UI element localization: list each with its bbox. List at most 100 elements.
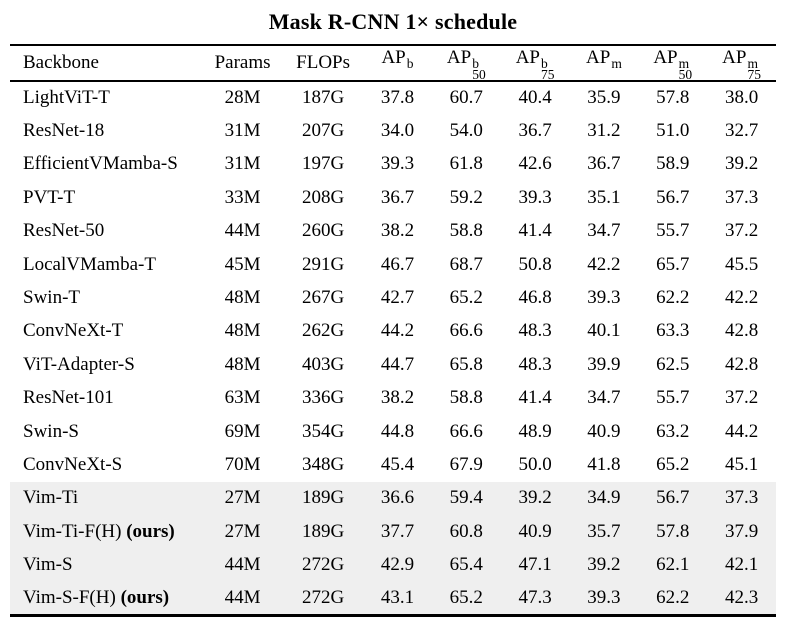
value-cell: 65.2 — [449, 586, 483, 608]
column-header-label: AP — [586, 46, 611, 68]
value-cell: 38.2 — [380, 220, 415, 242]
table-row: Vim-Ti-F(H) (ours) 27M 189G 37.7 60.8 40.9 35.… — [10, 515, 776, 549]
column-header-backbone: Backbone — [10, 45, 202, 81]
value-cell: 41.4 — [518, 220, 552, 242]
backbone-cell: EfficientVMamba-S — [23, 153, 178, 175]
value-cell: 65.2 — [656, 453, 690, 475]
value-cell: 43.1 — [380, 586, 415, 608]
value-cell: 189G — [301, 487, 345, 509]
value-cell: 42.8 — [724, 320, 759, 342]
value-cell: 40.4 — [518, 87, 552, 109]
header-supsub: m — [611, 55, 622, 71]
column-header-label: AP — [515, 46, 540, 68]
value-cell: 44.8 — [380, 420, 415, 442]
value-cell: 63.3 — [656, 320, 690, 342]
value-cell: 56.7 — [656, 186, 690, 208]
value-cell: 48M — [224, 353, 261, 375]
table-row: Swin-S 69M 354G 44.8 66.6 48.9 40.9 63.2 44.2 — [10, 415, 776, 448]
value-cell: 36.7 — [518, 120, 552, 142]
value-cell: 62.2 — [656, 586, 690, 608]
value-cell: 62.2 — [656, 287, 690, 309]
column-header-label: AP — [381, 46, 406, 68]
backbone-cell: ConvNeXt-S — [23, 453, 123, 475]
value-cell: 27M — [224, 487, 261, 509]
value-cell: 44M — [224, 554, 261, 576]
table-row: EfficientVMamba-S 31M 197G 39.3 61.8 42.6 36.7… — [10, 148, 776, 181]
column-header-ap-b: AP b — [363, 45, 432, 81]
column-header-ap-m-50: AP m 50 — [638, 45, 707, 81]
header-supsub: b — [406, 55, 414, 71]
value-cell: 42.2 — [587, 253, 621, 275]
value-cell: 60.7 — [449, 87, 483, 109]
table-row: ConvNeXt-T 48M 262G 44.2 66.6 48.3 40.1 63.3 42.… — [10, 315, 776, 348]
value-cell: 34.7 — [587, 387, 621, 409]
table-row: ConvNeXt-S 70M 348G 45.4 67.9 50.0 41.8 65.2 45.… — [10, 448, 776, 481]
value-cell: 354G — [301, 420, 345, 442]
value-cell: 54.0 — [449, 120, 483, 142]
value-cell: 37.7 — [380, 520, 415, 542]
column-header-label: Backbone — [23, 52, 99, 73]
value-cell: 59.2 — [449, 186, 483, 208]
value-cell: 39.2 — [587, 554, 621, 576]
value-cell: 69M — [224, 420, 261, 442]
value-cell: 35.9 — [587, 87, 621, 109]
value-cell: 48.3 — [518, 353, 552, 375]
value-cell: 61.8 — [449, 153, 483, 175]
value-cell: 272G — [301, 586, 345, 608]
value-cell: 56.7 — [656, 487, 690, 509]
value-cell: 36.7 — [587, 153, 621, 175]
value-cell: 44M — [224, 586, 261, 608]
value-cell: 59.4 — [449, 487, 483, 509]
value-cell: 37.2 — [724, 387, 759, 409]
backbone-cell: ResNet-101 — [23, 387, 114, 409]
backbone-cell: Vim-S-F(H) (ours) — [23, 586, 170, 608]
column-header-label: Params — [214, 52, 271, 73]
column-header-label: AP — [653, 46, 678, 68]
backbone-cell: ViT-Adapter-S — [23, 353, 135, 375]
value-cell: 65.7 — [656, 253, 690, 275]
value-cell: 37.3 — [724, 487, 759, 509]
table-row: Vim-S 44M 272G 42.9 65.4 47.1 39.2 62.1 42.1 — [10, 548, 776, 582]
header-supsub: m 50 — [678, 55, 693, 81]
table-row: ResNet-18 31M 207G 34.0 54.0 36.7 31.2 51.0 32.7 — [10, 114, 776, 147]
column-header-ap-m: AP m — [570, 45, 639, 81]
value-cell: 67.9 — [449, 453, 483, 475]
table-row: ResNet-50 44M 260G 38.2 58.8 41.4 34.7 55.7 37.2 — [10, 215, 776, 248]
value-cell: 34.7 — [587, 220, 621, 242]
value-cell: 34.9 — [587, 487, 621, 509]
value-cell: 41.4 — [518, 387, 552, 409]
value-cell: 208G — [301, 186, 345, 208]
value-cell: 42.7 — [380, 287, 415, 309]
value-cell: 57.8 — [656, 520, 690, 542]
backbone-cell: Vim-S — [23, 554, 73, 576]
value-cell: 44.2 — [724, 420, 759, 442]
value-cell: 37.8 — [380, 87, 415, 109]
table-row: Vim-Ti 27M 189G 36.6 59.4 39.2 34.9 56.7 37.3 — [10, 481, 776, 516]
value-cell: 66.6 — [449, 320, 483, 342]
backbone-cell: Swin-T — [23, 287, 80, 309]
value-cell: 37.2 — [724, 220, 759, 242]
backbone-cell: PVT-T — [23, 186, 76, 208]
value-cell: 55.7 — [656, 387, 690, 409]
backbone-cell: Swin-S — [23, 420, 79, 442]
value-cell: 58.8 — [449, 220, 483, 242]
column-header-label: FLOPs — [296, 52, 350, 73]
value-cell: 40.1 — [587, 320, 621, 342]
value-cell: 27M — [224, 520, 261, 542]
value-cell: 40.9 — [587, 420, 621, 442]
value-cell: 45.1 — [724, 453, 759, 475]
value-cell: 39.3 — [587, 287, 621, 309]
value-cell: 39.2 — [518, 487, 552, 509]
value-cell: 28M — [224, 87, 261, 109]
results-table: Backbone Params FLOPs AP b AP b 50 AP b 75 AP m AP m 50… — [10, 44, 776, 617]
column-header-ap-b-50: AP b 50 — [432, 45, 501, 81]
value-cell: 37.3 — [724, 186, 759, 208]
value-cell: 42.6 — [518, 153, 552, 175]
value-cell: 36.6 — [380, 487, 415, 509]
value-cell: 38.0 — [724, 87, 759, 109]
ours-label: (ours) — [115, 586, 170, 608]
value-cell: 63M — [224, 387, 261, 409]
value-cell: 267G — [301, 287, 345, 309]
value-cell: 60.8 — [449, 520, 483, 542]
header-row: Backbone Params FLOPs AP b AP b 50 AP b 75 AP m AP m 50… — [10, 45, 776, 81]
